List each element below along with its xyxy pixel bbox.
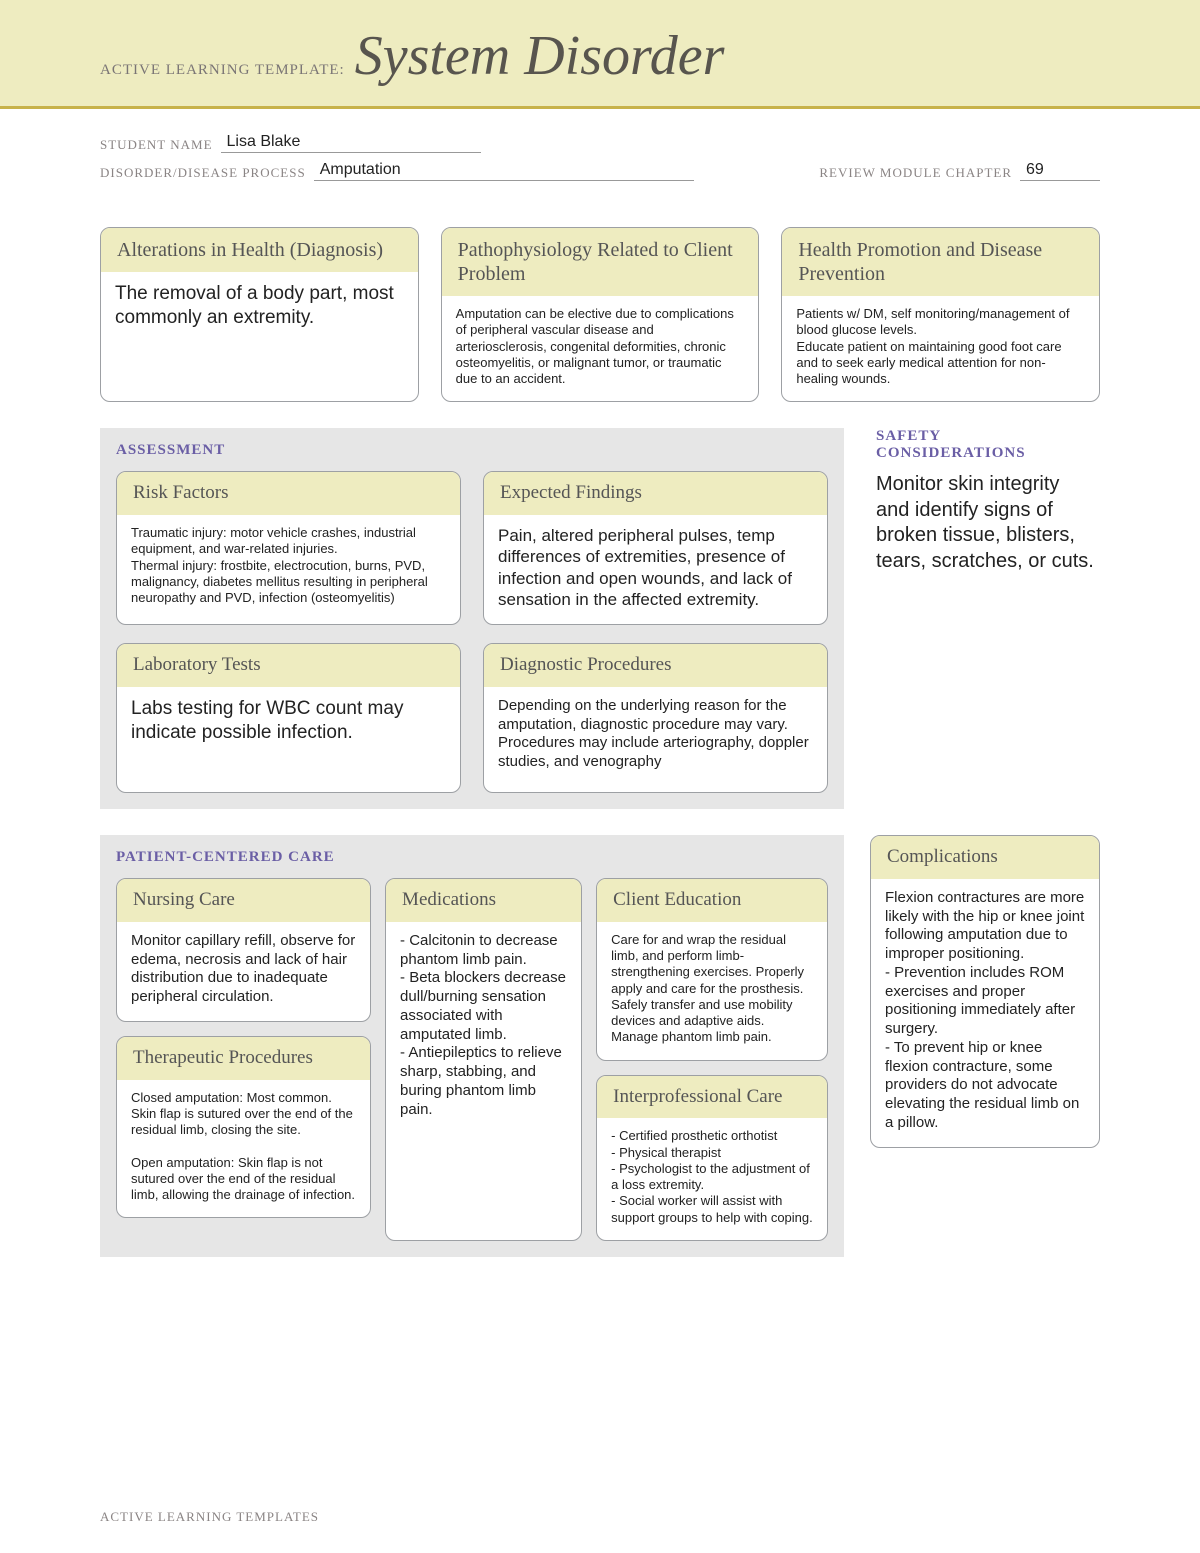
card-meds-body: - Calcitonin to decrease phantom limb pa… (386, 922, 581, 1134)
page: { "colors": { "banner_bg": "#eeecc0", "b… (0, 0, 1200, 1553)
card-labs-body: Labs testing for WBC count may indicate … (117, 687, 460, 759)
card-health-promo-title: Health Promotion and Disease Prevention (782, 228, 1099, 296)
card-alterations-body: The removal of a body part, most commonl… (101, 272, 418, 344)
safety-section: SAFETY CONSIDERATIONS Monitor skin integ… (870, 428, 1100, 574)
meta-block: STUDENT NAME Lisa Blake DISORDER/DISEASE… (0, 109, 1200, 209)
top-row: Alterations in Health (Diagnosis) The re… (100, 227, 1100, 402)
assessment-section: ASSESSMENT Risk Factors Traumatic injury… (100, 428, 844, 809)
card-risk-title: Risk Factors (117, 472, 460, 515)
card-findings-body: Pain, altered peripheral pulses, temp di… (484, 515, 827, 624)
card-alterations: Alterations in Health (Diagnosis) The re… (100, 227, 419, 402)
pcc-section-title: PATIENT-CENTERED CARE (116, 849, 828, 866)
banner: ACTIVE LEARNING TEMPLATE: System Disorde… (0, 0, 1200, 109)
card-complications-body: Flexion contractures are more likely wit… (871, 879, 1099, 1147)
card-risk-factors: Risk Factors Traumatic injury: motor veh… (116, 471, 461, 625)
card-client-education: Client Education Care for and wrap the r… (596, 878, 828, 1061)
pcc-row: PATIENT-CENTERED CARE Nursing Care Monit… (100, 809, 1100, 1257)
disorder-field: DISORDER/DISEASE PROCESS Amputation (100, 161, 694, 181)
card-interprofessional-care: Interprofessional Care - Certified prost… (596, 1075, 828, 1241)
card-therapeutic-title: Therapeutic Procedures (117, 1037, 370, 1080)
card-client-ed-title: Client Education (597, 879, 827, 922)
banner-title: System Disorder (355, 24, 725, 88)
card-diag-body: Depending on the underlying reason for t… (484, 687, 827, 786)
assessment-safety-row: ASSESSMENT Risk Factors Traumatic injury… (100, 402, 1100, 809)
card-therapeutic-body: Closed amputation: Most common. Skin fla… (117, 1080, 370, 1218)
card-findings-title: Expected Findings (484, 472, 827, 515)
student-name-label: STUDENT NAME (100, 137, 213, 153)
card-inter-title: Interprofessional Care (597, 1076, 827, 1119)
card-inter-body: - Certified prosthetic orthotist - Physi… (597, 1118, 827, 1240)
disorder-label: DISORDER/DISEASE PROCESS (100, 165, 306, 181)
card-health-promo-body: Patients w/ DM, self monitoring/manageme… (782, 296, 1099, 401)
chapter-value: 69 (1020, 161, 1100, 181)
card-health-promo: Health Promotion and Disease Prevention … (781, 227, 1100, 402)
card-diagnostic-procedures: Diagnostic Procedures Depending on the u… (483, 643, 828, 793)
card-complications-title: Complications (871, 836, 1099, 879)
card-labs-title: Laboratory Tests (117, 644, 460, 687)
card-patho-body: Amputation can be elective due to compli… (442, 296, 759, 401)
card-nursing-body: Monitor capillary refill, observe for ed… (117, 922, 370, 1021)
card-meds-title: Medications (386, 879, 581, 922)
card-lab-tests: Laboratory Tests Labs testing for WBC co… (116, 643, 461, 793)
safety-section-title: SAFETY CONSIDERATIONS (876, 428, 1094, 462)
footer-text: ACTIVE LEARNING TEMPLATES (100, 1509, 319, 1525)
banner-label: ACTIVE LEARNING TEMPLATE: (100, 62, 345, 79)
card-complications: Complications Flexion contractures are m… (870, 835, 1100, 1148)
card-alterations-title: Alterations in Health (Diagnosis) (101, 228, 418, 272)
disorder-value: Amputation (314, 161, 694, 181)
card-nursing-title: Nursing Care (117, 879, 370, 922)
card-therapeutic-procedures: Therapeutic Procedures Closed amputation… (116, 1036, 371, 1219)
chapter-field: REVIEW MODULE CHAPTER 69 (819, 161, 1100, 181)
chapter-label: REVIEW MODULE CHAPTER (819, 165, 1012, 181)
card-client-ed-body: Care for and wrap the residual limb, and… (597, 922, 827, 1060)
card-patho: Pathophysiology Related to Client Proble… (441, 227, 760, 402)
student-name-field: STUDENT NAME Lisa Blake (100, 133, 481, 153)
student-name-value: Lisa Blake (221, 133, 481, 153)
card-diag-title: Diagnostic Procedures (484, 644, 827, 687)
card-nursing-care: Nursing Care Monitor capillary refill, o… (116, 878, 371, 1022)
pcc-section: PATIENT-CENTERED CARE Nursing Care Monit… (100, 835, 844, 1257)
assessment-section-title: ASSESSMENT (116, 442, 828, 459)
card-medications: Medications - Calcitonin to decrease pha… (385, 878, 582, 1241)
card-patho-title: Pathophysiology Related to Client Proble… (442, 228, 759, 296)
card-risk-body: Traumatic injury: motor vehicle crashes,… (117, 515, 460, 620)
safety-body: Monitor skin integrity and identify sign… (876, 472, 1094, 574)
card-expected-findings: Expected Findings Pain, altered peripher… (483, 471, 828, 625)
